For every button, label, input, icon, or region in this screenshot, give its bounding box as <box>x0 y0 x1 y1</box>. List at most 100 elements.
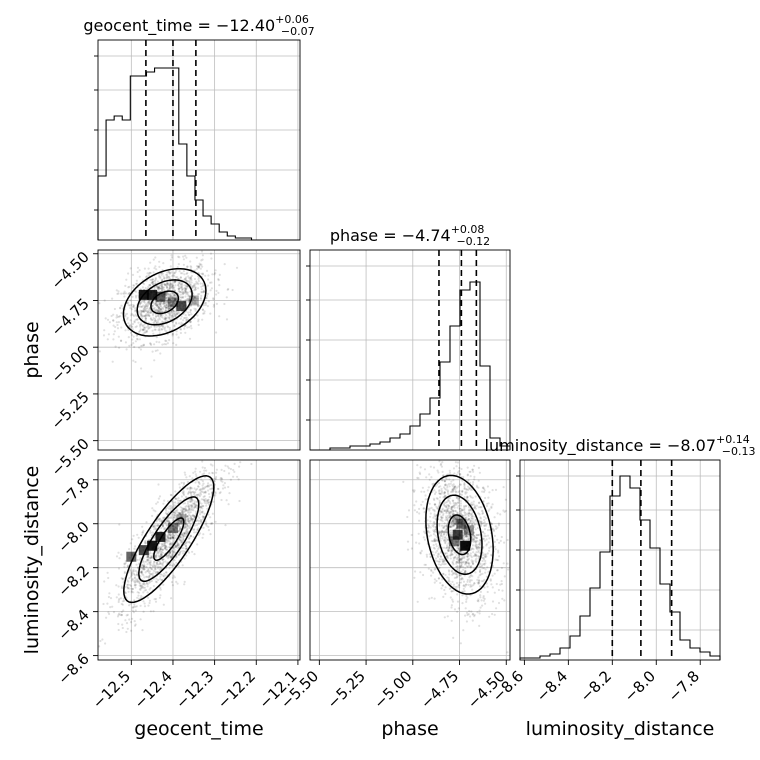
sample-point <box>187 519 190 522</box>
sample-point <box>177 547 180 550</box>
sample-point <box>122 597 125 600</box>
sample-point <box>497 549 500 552</box>
sample-point <box>474 559 477 562</box>
sample-point <box>429 555 432 559</box>
sample-point <box>488 537 491 540</box>
sample-point <box>185 508 188 512</box>
sample-point <box>143 310 146 313</box>
sample-point <box>193 500 196 503</box>
sample-point <box>154 309 157 312</box>
sample-point <box>167 307 170 310</box>
sample-point <box>461 489 464 492</box>
sample-point <box>459 564 462 568</box>
sample-point <box>191 477 194 480</box>
sample-point <box>477 582 480 585</box>
sample-point <box>189 514 192 518</box>
sample-point <box>466 596 469 599</box>
sample-point <box>149 284 152 287</box>
sample-point <box>449 521 453 524</box>
sample-point <box>126 587 129 590</box>
sample-point <box>190 517 193 521</box>
sample-point <box>139 588 142 592</box>
sample-point <box>193 524 197 527</box>
sample-point <box>140 594 143 598</box>
sample-point <box>458 573 461 577</box>
sample-point <box>186 280 189 283</box>
sample-point <box>422 573 425 577</box>
sample-point <box>445 529 448 532</box>
sample-point <box>420 490 423 493</box>
sample-point <box>458 489 461 493</box>
scatter-points-geocent_time-luminosity_distance <box>98 460 253 648</box>
sample-point <box>166 306 169 309</box>
sample-point <box>201 284 204 288</box>
sample-point <box>129 331 133 334</box>
x-tick-label: −8.2 <box>577 667 615 705</box>
sample-point <box>135 314 138 318</box>
sample-point <box>141 573 144 576</box>
sample-point <box>474 507 477 510</box>
sample-point <box>185 299 188 302</box>
sample-point <box>497 588 500 592</box>
sample-point <box>198 482 201 485</box>
sample-point <box>449 482 452 485</box>
sample-point <box>470 565 473 568</box>
sample-point <box>127 580 130 583</box>
sample-point <box>134 569 137 573</box>
sample-point <box>173 511 177 514</box>
sample-point <box>426 519 429 522</box>
sample-point <box>152 569 155 572</box>
sample-point <box>158 518 161 521</box>
sample-point <box>148 561 152 564</box>
sample-point <box>202 533 205 536</box>
sample-point <box>468 564 471 567</box>
sample-point <box>189 524 192 527</box>
sample-point <box>151 329 154 332</box>
sample-point <box>485 555 488 558</box>
sample-point <box>98 350 101 353</box>
sample-point <box>118 346 121 349</box>
sample-point <box>459 551 462 554</box>
sample-point <box>167 299 170 302</box>
sample-point <box>183 532 187 535</box>
sample-point <box>443 588 446 592</box>
sample-point <box>225 318 229 321</box>
sample-point <box>167 539 170 543</box>
sample-point <box>452 517 455 520</box>
sample-point <box>444 552 447 555</box>
sample-point <box>475 554 478 557</box>
sample-point <box>170 282 173 285</box>
sample-point <box>163 316 167 319</box>
sample-point <box>451 553 454 556</box>
sample-point <box>440 529 444 532</box>
sample-point <box>174 280 177 283</box>
sample-point <box>156 524 159 527</box>
sample-point <box>427 486 430 489</box>
sample-point <box>433 492 437 496</box>
sample-point <box>171 536 174 539</box>
sample-point <box>132 606 135 609</box>
sample-point <box>163 288 166 291</box>
sample-point <box>484 555 487 559</box>
sample-point <box>167 298 171 301</box>
sample-point <box>151 278 155 281</box>
sample-point <box>157 309 161 312</box>
sample-point <box>145 581 148 585</box>
sample-point <box>147 313 150 316</box>
sample-point <box>125 622 129 625</box>
sample-point <box>132 342 135 345</box>
sample-point <box>138 275 141 278</box>
sample-point <box>163 572 166 575</box>
sample-point <box>464 513 467 516</box>
sample-point <box>151 525 155 528</box>
sample-point <box>149 556 152 559</box>
sample-point <box>140 313 143 316</box>
sample-point <box>210 257 213 260</box>
sample-point <box>432 466 436 469</box>
sample-point <box>209 488 212 491</box>
sample-point <box>117 551 120 554</box>
sample-point <box>448 580 451 583</box>
sample-point <box>147 301 150 304</box>
sample-point <box>167 519 170 522</box>
sample-point <box>477 479 480 482</box>
